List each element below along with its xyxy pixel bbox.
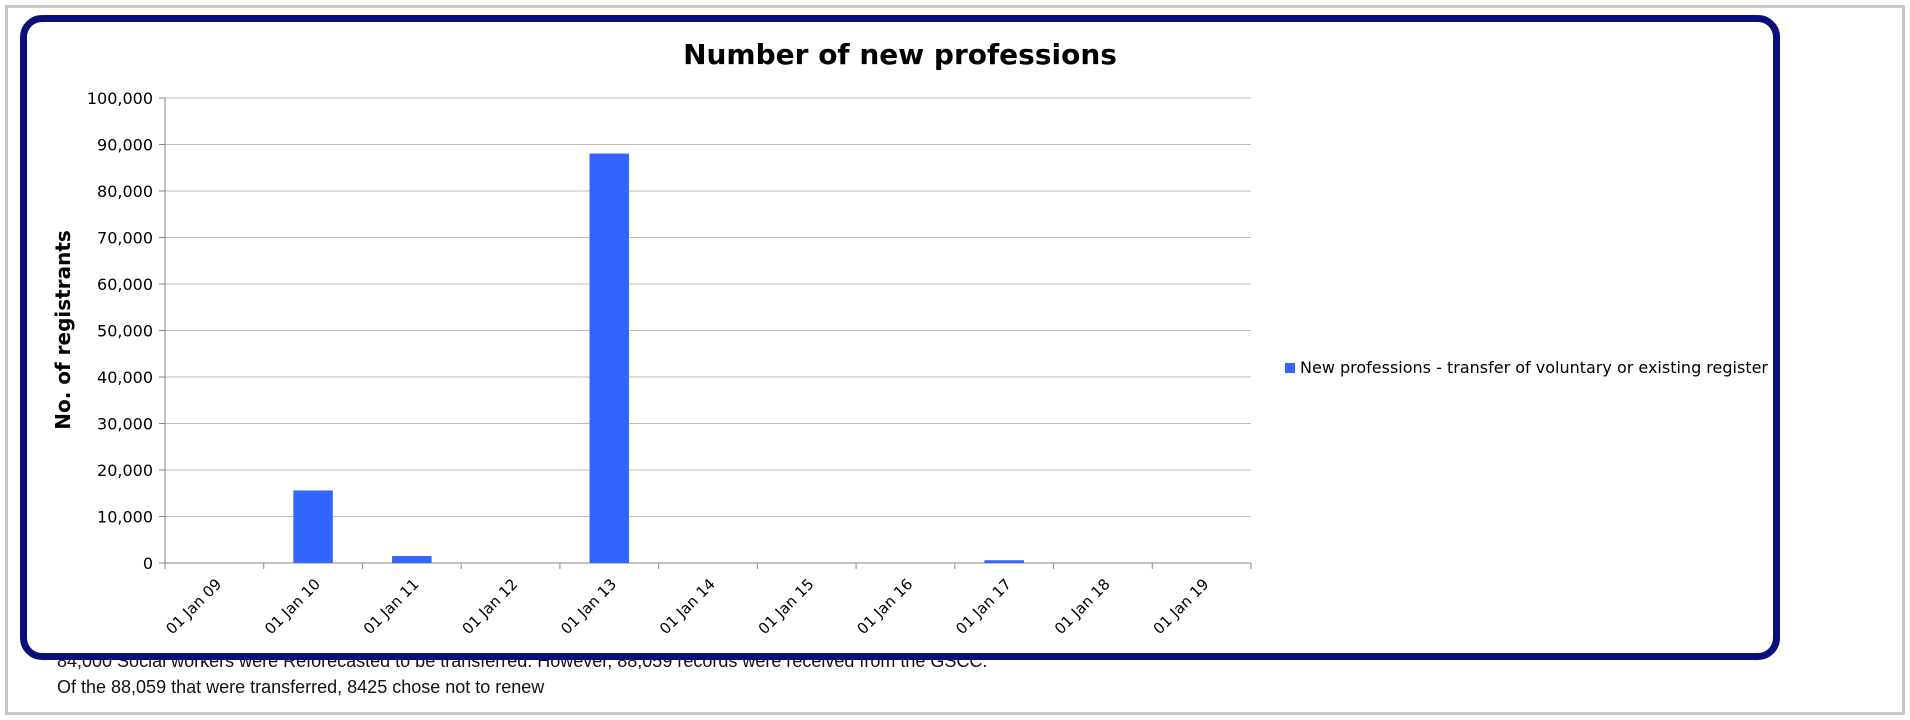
bars: [293, 153, 1024, 564]
y-axis-ticks: 0 10,000 20,000 30,000 40,000 50,000 60,000 70,…: [87, 89, 153, 573]
gridlines: [159, 97, 1252, 569]
bar: [392, 556, 432, 563]
x-tick-label: 01 Jan 17: [952, 575, 1015, 638]
y-tick-label: 10,000: [97, 508, 153, 527]
x-axis-ticks: 01 Jan 09 01 Jan 10 01 Jan 11 01 Jan 12 01 J…: [162, 575, 1212, 638]
chart-title: Number of new professions: [683, 38, 1117, 71]
y-tick-label: 30,000: [97, 415, 153, 434]
x-tick-label: 01 Jan 15: [755, 575, 818, 638]
legend: New professions - transfer of voluntary …: [1285, 358, 1768, 377]
y-tick-label: 20,000: [97, 461, 153, 480]
bar: [589, 153, 630, 564]
y-tick-label: 100,000: [87, 89, 153, 108]
legend-label: New professions - transfer of voluntary …: [1300, 358, 1768, 377]
x-tick-label: 01 Jan 12: [459, 575, 522, 638]
y-tick-label: 90,000: [97, 136, 153, 155]
x-tick-label: 01 Jan 09: [162, 575, 225, 638]
y-tick-label: 60,000: [97, 275, 153, 294]
x-tick-label: 01 Jan 10: [261, 575, 324, 638]
x-tick-label: 01 Jan 16: [853, 575, 916, 638]
y-tick-label: 80,000: [97, 182, 153, 201]
bar: [984, 560, 1024, 563]
y-tick-label: 40,000: [97, 368, 153, 387]
x-tick-label: 01 Jan 14: [656, 575, 719, 638]
bar: [293, 490, 333, 563]
y-tick-label: 0: [143, 554, 153, 573]
y-tick-label: 70,000: [97, 229, 153, 248]
x-tick-label: 01 Jan 19: [1150, 575, 1213, 638]
x-tick-label: 01 Jan 13: [557, 575, 620, 638]
note-line-2: Of the 88,059 that were transferred, 842…: [57, 677, 545, 697]
legend-swatch: [1285, 363, 1295, 373]
y-axis-label: No. of registrants: [51, 230, 75, 430]
y-tick-label: 50,000: [97, 322, 153, 341]
x-tick-label: 01 Jan 11: [360, 575, 423, 638]
x-tick-label: 01 Jan 18: [1051, 575, 1114, 638]
